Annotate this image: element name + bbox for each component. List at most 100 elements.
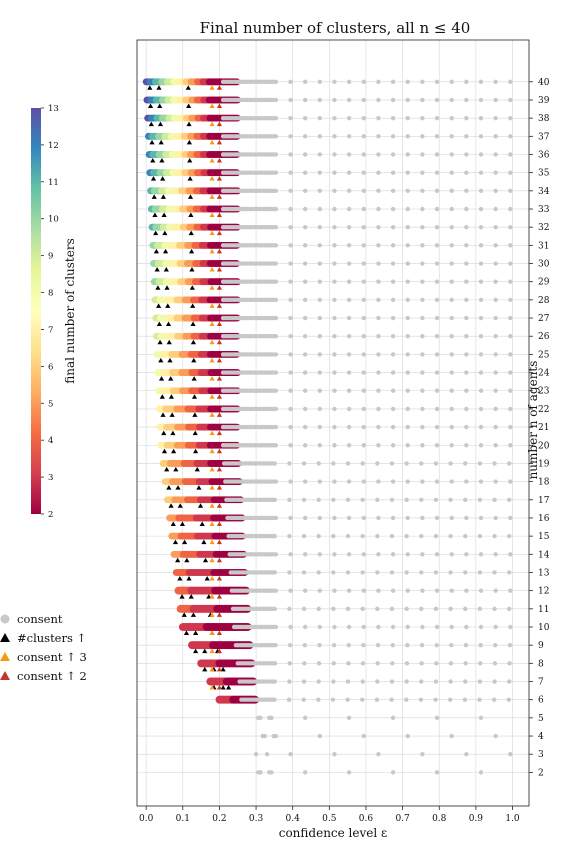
consent-point xyxy=(434,188,440,194)
consent-point xyxy=(508,261,513,266)
consent-point xyxy=(345,461,351,466)
consent-point xyxy=(389,533,395,539)
clusters-up-marker xyxy=(204,575,210,581)
consent-point xyxy=(405,624,410,630)
consent-point xyxy=(464,188,469,194)
consent-point xyxy=(346,170,352,175)
consent-point xyxy=(434,279,440,284)
clusters-up-marker xyxy=(160,412,166,417)
consent-point xyxy=(302,134,308,139)
consent-point xyxy=(508,297,513,303)
consent-point xyxy=(273,515,279,521)
consent-point xyxy=(420,552,425,557)
consent-point xyxy=(464,279,469,284)
clusters-up-marker xyxy=(164,285,170,290)
consent-point xyxy=(345,497,351,502)
consent-point xyxy=(508,97,513,103)
consent-point xyxy=(273,315,279,321)
consent-point xyxy=(493,206,498,212)
consent-up-marker xyxy=(216,267,223,272)
consent-up-marker xyxy=(209,248,215,254)
consent-up-marker xyxy=(216,594,223,599)
y-tick-label: 28 xyxy=(538,296,550,306)
x-tick-label: 0.3 xyxy=(249,814,264,824)
x-tick-label: 1.0 xyxy=(505,814,520,824)
consent-point xyxy=(390,334,396,339)
clusters-up-marker xyxy=(190,612,197,617)
consent-point xyxy=(272,570,277,575)
consent-point xyxy=(477,570,483,575)
consent-point xyxy=(493,515,498,521)
consent-point xyxy=(420,334,425,339)
y-tick-label: 29 xyxy=(538,278,550,288)
clusters-up-marker xyxy=(190,303,196,308)
consent-point xyxy=(464,552,469,557)
consent-point xyxy=(463,606,468,612)
consent-point xyxy=(405,733,410,739)
consent-point xyxy=(478,297,484,303)
consent-up-marker xyxy=(209,666,215,672)
consent-point xyxy=(361,406,366,412)
consent-point xyxy=(361,170,366,175)
consent-up-marker xyxy=(216,521,223,526)
consent-point xyxy=(464,261,469,266)
clusters-up-marker xyxy=(147,85,153,90)
consent-point xyxy=(478,370,484,375)
consent-point xyxy=(332,388,337,393)
consent-point xyxy=(361,97,366,103)
consent-point xyxy=(389,497,395,502)
clusters-up-marker xyxy=(152,212,158,218)
consent-point xyxy=(464,370,469,375)
consent-up-marker xyxy=(216,194,223,199)
consent-up-marker xyxy=(209,648,215,654)
consent-up-marker xyxy=(216,557,223,563)
consent-point xyxy=(317,552,323,557)
consent-point xyxy=(376,424,381,430)
consent-point xyxy=(449,479,454,484)
clusters-up-marker xyxy=(182,539,188,545)
x-tick-label: 0.4 xyxy=(286,814,301,824)
consent-point xyxy=(478,315,484,321)
consent-point xyxy=(449,97,454,103)
consent-point xyxy=(273,97,279,103)
consent-point xyxy=(448,461,453,466)
consent-up-marker xyxy=(209,685,215,690)
consent-point xyxy=(449,134,454,139)
consent-point xyxy=(346,315,352,321)
clusters-up-marker xyxy=(193,648,199,654)
consent-point xyxy=(449,79,454,84)
consent-up-marker xyxy=(209,466,215,472)
clusters-up-marker xyxy=(175,485,181,490)
consent-point xyxy=(316,461,321,466)
consent-point xyxy=(376,188,381,194)
consent-up-marker xyxy=(216,630,223,635)
clusters-up-marker xyxy=(193,448,199,454)
consent-point xyxy=(287,679,292,684)
consent-point xyxy=(405,515,410,521)
consent-point xyxy=(269,715,274,721)
consent-point xyxy=(463,497,468,502)
clusters-up-marker xyxy=(183,630,190,635)
consent-up-marker xyxy=(209,612,215,617)
consent-point xyxy=(434,588,440,593)
consent-point xyxy=(462,697,468,702)
consent-point xyxy=(433,570,439,575)
consent-point xyxy=(419,497,424,502)
x-tick-label: 0.5 xyxy=(322,814,337,824)
colorbar-tick-label: 9 xyxy=(48,252,53,262)
consent-point xyxy=(477,533,483,539)
consent-point xyxy=(390,642,395,648)
consent-point xyxy=(405,642,410,648)
consent-point xyxy=(316,661,322,666)
consent-point xyxy=(492,679,497,684)
consent-point xyxy=(464,243,469,248)
consent-point xyxy=(404,661,410,666)
consent-up-marker xyxy=(216,303,223,308)
consent-point xyxy=(434,388,440,393)
consent-point xyxy=(376,115,381,121)
consent-point xyxy=(420,352,425,357)
consent-point xyxy=(302,152,308,157)
consent-point xyxy=(477,697,482,702)
consent-point xyxy=(390,443,396,448)
consent-point xyxy=(434,515,440,521)
